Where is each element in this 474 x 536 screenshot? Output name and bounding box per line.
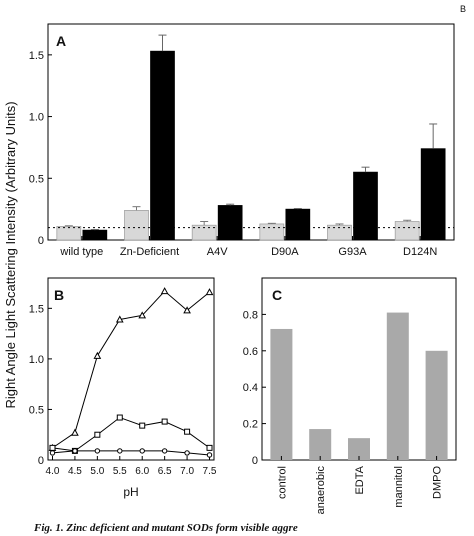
panel-b-xtick-label: 6.0 <box>135 466 149 477</box>
panel-c-label: C <box>272 287 282 303</box>
panel-b-point-square <box>49 444 56 451</box>
panel-c-category-label: EDTA <box>354 465 366 494</box>
panel-a-bar <box>82 229 108 241</box>
figure-caption: Fig. 1. Zinc deficient and mutant SODs f… <box>33 522 298 534</box>
panel-b-series-line <box>52 290 210 449</box>
panel-a-ytick-label: 1.0 <box>29 112 44 124</box>
panel-a-ytick-label: 0.5 <box>29 173 44 185</box>
panel-b-point-circle <box>49 450 56 456</box>
shared-y-axis-label: Right Angle Light Scattering Intensity (… <box>3 101 18 408</box>
panel-b-series-line <box>52 416 210 452</box>
panel-a-category-label: wild type <box>59 246 103 258</box>
panel-b-point-circle <box>206 452 213 458</box>
panel-a-bar <box>353 171 378 241</box>
panel-a-bar <box>124 210 149 241</box>
panel-b-xtick-label: 5.0 <box>90 466 104 477</box>
panel-b-label: B <box>54 287 64 303</box>
panel-c-category-label: mannitol <box>393 466 405 508</box>
panel-a-category-label: D90A <box>271 246 299 258</box>
panel-c-ytick-label: 0.6 <box>243 346 258 358</box>
panel-b-point-square <box>184 428 191 435</box>
panel-c-bar <box>386 312 409 460</box>
panel-b-point-square <box>116 414 123 421</box>
panel-c-bar <box>309 429 332 460</box>
panel-c-ytick-label: 0.2 <box>243 419 258 431</box>
panel-b-xtick-label: 5.5 <box>113 466 127 477</box>
panel-b-ytick-label: 1.5 <box>29 303 44 315</box>
panel-a: A 0 0.5 1.0 1.5 wild type Zn-Deficient A4V D90A… <box>29 23 455 258</box>
panel-a-bar <box>394 221 420 241</box>
panel-b-point-triangle <box>93 351 102 359</box>
panel-b-series-line <box>52 450 210 456</box>
page-marker: B <box>460 4 466 14</box>
panel-a-frame <box>47 23 455 241</box>
panel-b: B pH 0 0.5 1.0 1.5 4.0 4.5 5.0 5.5 6.0 6.5 7.0 7.5 <box>29 277 217 499</box>
panel-c-bar <box>348 438 370 460</box>
panel-b-point-triangle <box>71 428 79 436</box>
panel-c-ytick-label: 0.8 <box>243 309 258 321</box>
panel-a-bar <box>285 208 311 241</box>
panel-b-xtick-label: 7.5 <box>203 466 217 477</box>
panel-a-category-label: Zn-Deficient <box>120 246 179 258</box>
panel-b-point-square <box>206 444 213 451</box>
panel-a-bar <box>259 223 285 241</box>
panel-b-point-circle <box>94 448 101 454</box>
panel-c-bar <box>425 350 448 460</box>
panel-b-point-circle <box>117 448 123 454</box>
panel-a-ytick-label: 1.5 <box>29 50 44 62</box>
panel-b-xlabel: pH <box>123 485 138 499</box>
panel-a-bar <box>56 226 82 241</box>
panel-a-ytick-label: 0 <box>38 235 44 247</box>
panel-b-point-triangle <box>205 288 214 296</box>
panel-a-category-label: G93A <box>338 246 367 258</box>
panel-b-point-circle <box>139 448 145 454</box>
panel-c-bar <box>270 328 293 460</box>
panel-b-xtick-label: 4.0 <box>46 466 60 477</box>
panel-a-bar <box>217 205 243 241</box>
panel-b-point-circle <box>72 448 78 454</box>
panel-c: C 0 0.2 0.4 0.6 0.8 control anaerobic EDTA manni… <box>243 277 457 515</box>
panel-b-point-triangle <box>160 287 169 295</box>
panel-b-point-square <box>94 431 101 438</box>
panel-b-point-square <box>161 418 168 425</box>
panel-b-xtick-label: 4.5 <box>68 466 82 477</box>
panel-b-point-triangle <box>183 306 191 314</box>
panel-b-ytick-label: 1.0 <box>29 354 44 366</box>
panel-a-bar <box>420 148 446 241</box>
panel-a-category-label: D124N <box>403 246 437 258</box>
panel-b-ytick-label: 0 <box>38 455 44 467</box>
panel-b-point-triangle <box>115 315 124 323</box>
panel-c-category-label: control <box>276 466 288 499</box>
panel-a-bar <box>150 50 175 241</box>
panel-a-category-label: A4V <box>207 246 228 258</box>
panel-c-ytick-label: 0 <box>252 455 258 467</box>
panel-b-point-circle <box>184 450 190 456</box>
panel-c-ytick-label: 0.4 <box>243 382 258 394</box>
panel-b-xtick-label: 7.0 <box>180 466 194 477</box>
panel-c-category-label: anaerobic <box>315 466 327 515</box>
panel-b-frame <box>47 277 215 461</box>
panel-a-label: A <box>56 33 66 49</box>
panel-b-point-circle <box>161 448 168 454</box>
panel-b-ytick-label: 0.5 <box>29 404 44 416</box>
panel-b-point-square <box>139 422 146 429</box>
panel-b-point-triangle <box>138 311 147 319</box>
panel-b-xtick-label: 6.5 <box>158 466 172 477</box>
panel-c-category-label: DMPO <box>432 466 444 499</box>
